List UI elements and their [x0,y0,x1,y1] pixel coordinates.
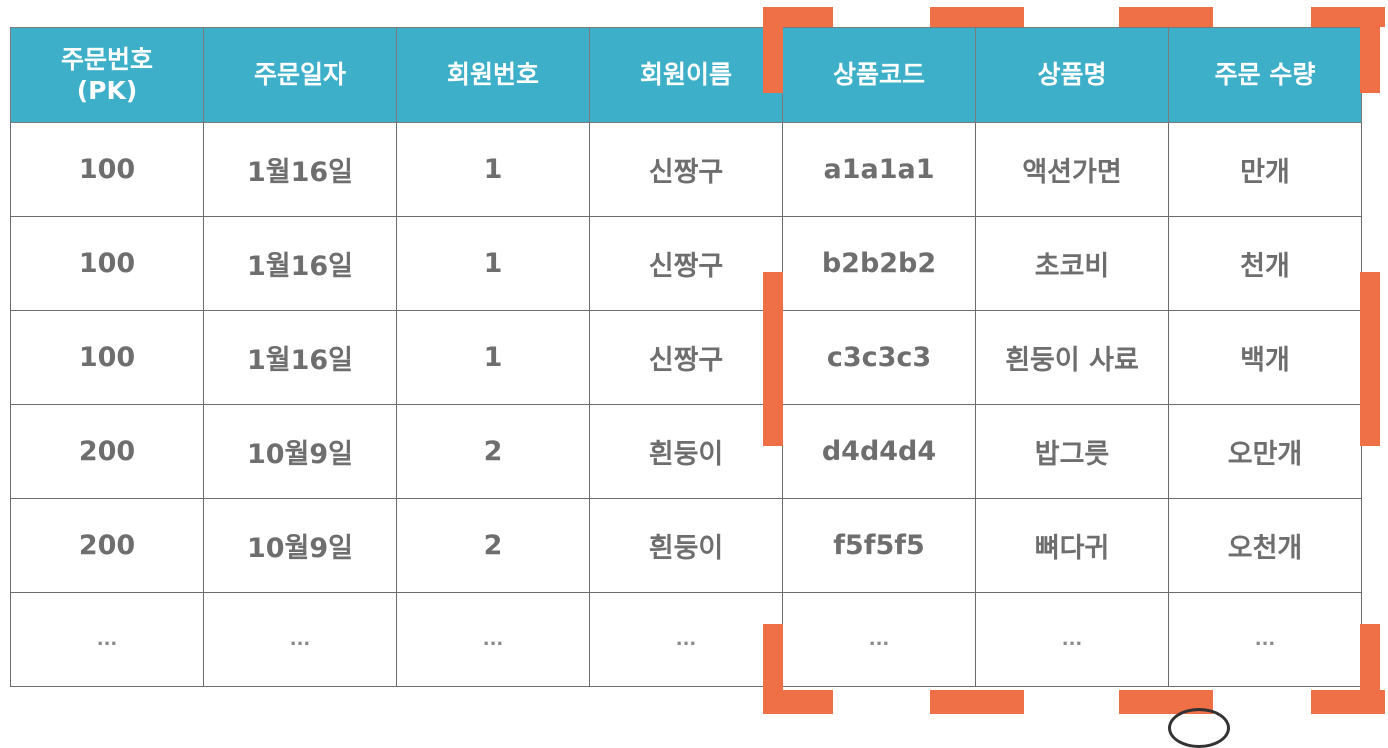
frame-dash-top [1119,7,1213,27]
cell-member-no: 1 [396,216,590,311]
cell-product-code: c3c3c3 [782,310,976,405]
cell-order-date: 10월9일 [203,404,397,499]
table-row-ellipsis: ... ... ... ... ... ... ... [10,592,1362,687]
orders-table: 주문번호 (PK) 주문일자 회원번호 회원이름 상품코드 상품명 주문 수량 … [10,27,1362,687]
table-row: 100 1월16일 1 신짱구 c3c3c3 흰둥이 사료 백개 [10,310,1362,405]
cell-member-no: 2 [396,404,590,499]
table-row: 100 1월16일 1 신짱구 b2b2b2 초코비 천개 [10,216,1362,311]
table-row: 200 10월9일 2 흰둥이 d4d4d4 밥그릇 오만개 [10,404,1362,499]
cell-ellipsis: ... [782,592,976,687]
header-product-name: 상품명 [975,27,1169,123]
table-row: 200 10월9일 2 흰둥이 f5f5f5 뼈다귀 오천개 [10,498,1362,593]
header-product-code: 상품코드 [782,27,976,123]
cell-order-date: 10월9일 [203,498,397,593]
cell-order-date: 1월16일 [203,216,397,311]
cell-order-no: 100 [10,310,204,405]
cell-order-qty: 백개 [1168,310,1362,405]
cell-member-no: 2 [396,498,590,593]
cell-member-no: 1 [396,310,590,405]
frame-dash-right [1360,272,1380,446]
table-row: 100 1월16일 1 신짱구 a1a1a1 액션가면 만개 [10,122,1362,217]
cell-ellipsis: ... [589,592,783,687]
cell-member-no: 1 [396,122,590,217]
cell-member-name: 흰둥이 [589,404,783,499]
header-row: 주문번호 (PK) 주문일자 회원번호 회원이름 상품코드 상품명 주문 수량 [10,27,1362,123]
cell-product-name: 뼈다귀 [975,498,1169,593]
cell-member-name: 신짱구 [589,310,783,405]
frame-dash-left [763,7,783,93]
cell-order-qty: 오천개 [1168,498,1362,593]
frame-dash-top [930,7,1024,27]
cell-product-name: 밥그릇 [975,404,1169,499]
frame-dash-bottom [930,690,1024,714]
cell-order-date: 1월16일 [203,122,397,217]
header-order-date: 주문일자 [203,27,397,123]
cell-order-no: 100 [10,122,204,217]
cell-member-name: 흰둥이 [589,498,783,593]
cell-product-code: f5f5f5 [782,498,976,593]
cell-order-qty: 오만개 [1168,404,1362,499]
cell-order-no: 100 [10,216,204,311]
cell-ellipsis: ... [10,592,204,687]
cell-product-name: 액션가면 [975,122,1169,217]
cell-order-no: 200 [10,404,204,499]
cell-ellipsis: ... [1168,592,1362,687]
cell-ellipsis: ... [203,592,397,687]
cell-ellipsis: ... [975,592,1169,687]
cell-product-code: a1a1a1 [782,122,976,217]
cell-order-qty: 만개 [1168,122,1362,217]
cell-product-name: 흰둥이 사료 [975,310,1169,405]
cell-member-name: 신짱구 [589,216,783,311]
cell-order-date: 1월16일 [203,310,397,405]
header-order-no: 주문번호 (PK) [10,27,204,123]
frame-dash-bottom [1311,690,1385,714]
cell-product-code: b2b2b2 [782,216,976,311]
cell-product-name: 초코비 [975,216,1169,311]
pointer-arc-icon [1168,708,1230,748]
cell-order-no: 200 [10,498,204,593]
header-member-no: 회원번호 [396,27,590,123]
cell-order-qty: 천개 [1168,216,1362,311]
header-order-qty: 주문 수량 [1168,27,1362,123]
cell-member-name: 신짱구 [589,122,783,217]
frame-dash-right [1360,7,1380,93]
header-member-name: 회원이름 [589,27,783,123]
frame-dash-bottom [763,690,833,714]
cell-ellipsis: ... [396,592,590,687]
frame-dash-left [763,272,783,446]
cell-product-code: d4d4d4 [782,404,976,499]
